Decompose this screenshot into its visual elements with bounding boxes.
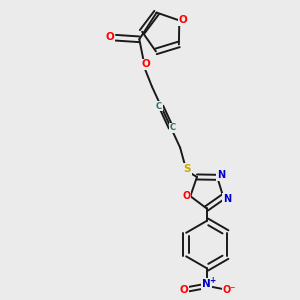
Text: O: O	[179, 15, 188, 26]
Text: +: +	[209, 276, 215, 285]
Text: N: N	[217, 170, 225, 180]
Text: O⁻: O⁻	[223, 285, 236, 295]
Text: O: O	[141, 59, 150, 70]
Text: O: O	[180, 285, 188, 295]
Text: O: O	[106, 32, 115, 42]
Text: O: O	[182, 191, 191, 201]
Text: N: N	[202, 279, 211, 289]
Text: S: S	[184, 164, 191, 174]
Text: C: C	[169, 123, 176, 132]
Text: C: C	[156, 102, 162, 111]
Text: N: N	[223, 194, 231, 204]
